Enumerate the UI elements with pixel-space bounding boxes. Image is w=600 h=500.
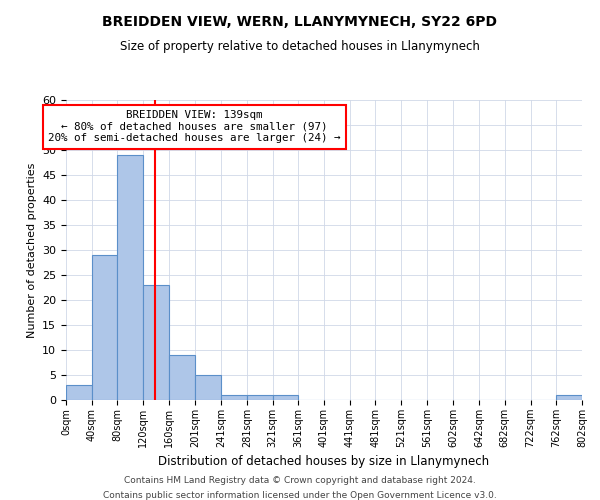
Bar bbox=[66, 385, 92, 400]
Text: Size of property relative to detached houses in Llanymynech: Size of property relative to detached ho… bbox=[120, 40, 480, 53]
Bar bbox=[247, 395, 272, 400]
Bar bbox=[221, 395, 247, 400]
X-axis label: Distribution of detached houses by size in Llanymynech: Distribution of detached houses by size … bbox=[158, 456, 490, 468]
Bar bbox=[118, 155, 143, 400]
Bar bbox=[272, 395, 298, 400]
Text: BREIDDEN VIEW: 139sqm
← 80% of detached houses are smaller (97)
20% of semi-deta: BREIDDEN VIEW: 139sqm ← 80% of detached … bbox=[49, 110, 341, 143]
Bar bbox=[169, 355, 196, 400]
Bar bbox=[196, 375, 221, 400]
Bar bbox=[143, 285, 169, 400]
Y-axis label: Number of detached properties: Number of detached properties bbox=[26, 162, 37, 338]
Bar bbox=[92, 255, 118, 400]
Text: Contains HM Land Registry data © Crown copyright and database right 2024.: Contains HM Land Registry data © Crown c… bbox=[124, 476, 476, 485]
Text: BREIDDEN VIEW, WERN, LLANYMYNECH, SY22 6PD: BREIDDEN VIEW, WERN, LLANYMYNECH, SY22 6… bbox=[103, 15, 497, 29]
Bar bbox=[556, 395, 582, 400]
Text: Contains public sector information licensed under the Open Government Licence v3: Contains public sector information licen… bbox=[103, 491, 497, 500]
